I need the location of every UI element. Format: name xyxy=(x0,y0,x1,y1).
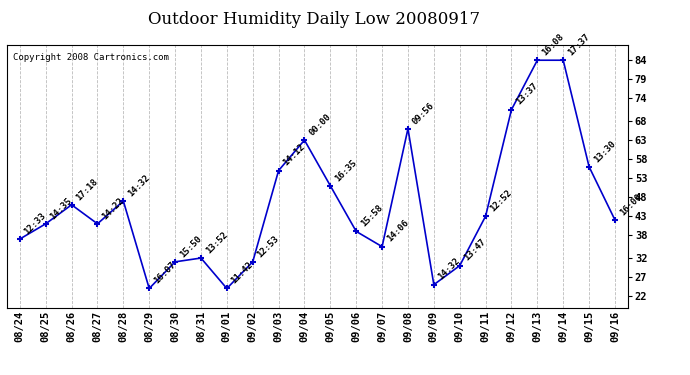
Text: Outdoor Humidity Daily Low 20080917: Outdoor Humidity Daily Low 20080917 xyxy=(148,11,480,28)
Text: 00:00: 00:00 xyxy=(307,112,333,137)
Text: 15:50: 15:50 xyxy=(178,234,204,259)
Text: 16:08: 16:08 xyxy=(540,32,566,57)
Text: Copyright 2008 Cartronics.com: Copyright 2008 Cartronics.com xyxy=(13,53,169,62)
Text: 17:18: 17:18 xyxy=(75,177,100,202)
Text: 13:30: 13:30 xyxy=(592,139,618,164)
Text: 17:37: 17:37 xyxy=(566,32,591,57)
Text: 16:35: 16:35 xyxy=(333,158,359,183)
Text: 14:12: 14:12 xyxy=(282,142,307,168)
Text: 16:00: 16:00 xyxy=(618,192,643,217)
Text: 13:52: 13:52 xyxy=(204,230,229,255)
Text: 15:58: 15:58 xyxy=(359,203,384,229)
Text: 12:53: 12:53 xyxy=(255,234,281,259)
Text: 14:22: 14:22 xyxy=(100,196,126,221)
Text: 09:56: 09:56 xyxy=(411,100,436,126)
Text: 13:47: 13:47 xyxy=(462,237,488,263)
Text: 11:42: 11:42 xyxy=(230,260,255,286)
Text: 14:32: 14:32 xyxy=(126,173,152,198)
Text: 14:32: 14:32 xyxy=(437,256,462,282)
Text: 12:33: 12:33 xyxy=(23,211,48,236)
Text: 14:35: 14:35 xyxy=(48,196,74,221)
Text: 14:06: 14:06 xyxy=(385,219,411,244)
Text: 12:52: 12:52 xyxy=(489,188,514,213)
Text: 13:37: 13:37 xyxy=(514,81,540,107)
Text: 16:07: 16:07 xyxy=(152,260,177,286)
